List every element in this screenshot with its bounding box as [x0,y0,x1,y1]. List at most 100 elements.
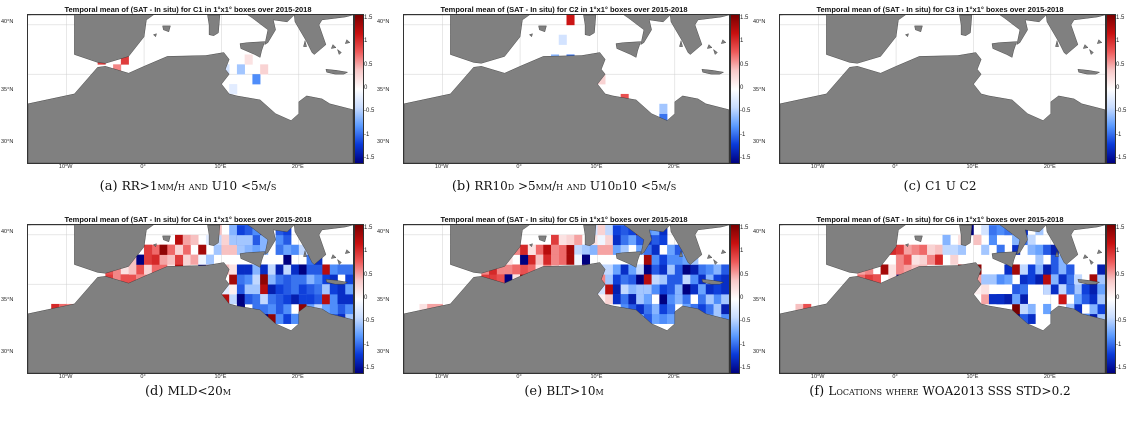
colorbar [730,14,740,164]
data-cell [244,244,253,255]
colorbar-tick-label: -1.5 [364,155,375,161]
land-mass [720,249,727,254]
data-cell [620,274,629,285]
data-cell [213,244,222,255]
colorbar-tick-label: 0.5 [364,271,373,278]
data-cell [981,284,990,295]
data-cell [674,284,683,295]
data-cell [713,274,722,285]
data-cell [682,274,691,285]
caption-text: MLD<20m [167,384,231,398]
land-mass [615,251,642,268]
data-cell [182,244,191,255]
data-cell [1027,244,1036,255]
data-cell [651,303,660,315]
data-cell [329,264,338,275]
data-cell [229,225,238,236]
lat-tick-label: 30°N [1,349,14,355]
data-cell [566,234,575,246]
data-cell [329,294,338,305]
data-cell [322,264,331,275]
colorbar-tick-label: -0.5 [1116,108,1127,115]
data-cell [903,264,912,275]
data-cell [244,54,253,65]
data-cell [298,294,307,305]
data-cell [260,264,269,275]
colorbar-tick-label: 0.5 [740,271,749,278]
data-cell [690,274,699,285]
data-cell [337,264,346,275]
colorbar-tick-label: 0 [364,85,368,91]
data-cell [291,284,300,295]
data-cell [667,284,676,295]
data-cell [612,274,621,285]
data-cell [275,313,284,324]
colorbar-tick-label: -1 [364,341,370,348]
map-area [403,224,730,374]
data-cell [566,244,575,255]
data-cell [713,284,722,295]
land-mass [330,44,337,49]
colorbar-tick-label: -1 [740,341,746,348]
lon-tick-label: 20°E [291,164,304,170]
data-cell [520,264,529,275]
data-cell [144,244,153,255]
lon-tick-label: 10°E [966,164,979,170]
data-cell [1035,274,1044,285]
data-cell [698,284,707,295]
land-mass [153,243,157,248]
lat-tick-label: 30°N [377,139,390,145]
land-mass [344,39,351,44]
lat-tick-label: 30°N [753,349,766,355]
data-cell [636,303,645,315]
colorbar-tick-label: 0.5 [1116,271,1125,278]
data-cell [190,254,199,265]
data-cell [252,74,261,85]
land-mass [28,262,353,373]
colorbar [354,224,364,374]
data-cell [419,303,428,315]
data-cell [628,264,637,275]
data-cell [175,234,184,246]
data-cell [705,294,714,305]
data-cell [721,274,729,285]
colorbar-tick-label: 1.5 [740,225,749,231]
data-cell [275,234,284,246]
data-cell [605,284,614,295]
data-cell [345,303,353,315]
data-cell [1004,274,1013,285]
caption-label: (c) [903,179,921,194]
data-cell [1012,244,1021,255]
data-cell [314,264,323,275]
data-cell [988,274,997,285]
data-cell [244,294,253,305]
data-cell [260,244,269,255]
lon-tick-label: 20°E [291,374,304,380]
data-cell [721,284,729,295]
data-cell [659,303,668,315]
data-cell [543,254,552,265]
land-mass [28,225,353,274]
data-cell [167,244,176,255]
colorbar-tick-label: -1.5 [1116,365,1127,371]
data-cell [1089,274,1098,285]
data-cell [659,274,668,285]
map-svg [28,225,353,373]
data-cell [267,303,276,315]
data-cell [1027,313,1036,324]
data-cell [551,254,560,265]
map-panel-e: Temporal mean of (SAT - In situ) for C5 … [376,210,752,420]
data-cell [291,294,300,305]
data-cell [659,264,668,275]
data-cell [120,264,129,275]
data-cell [1035,264,1044,275]
caption-label: (d) [144,384,164,399]
land-mass [905,243,909,248]
data-cell [620,284,629,295]
data-cell [558,254,567,265]
data-cell [1097,303,1105,315]
data-cell [643,313,652,324]
lon-tick-label: 0° [140,374,146,380]
data-cell [574,234,583,246]
land-mass [404,15,729,64]
